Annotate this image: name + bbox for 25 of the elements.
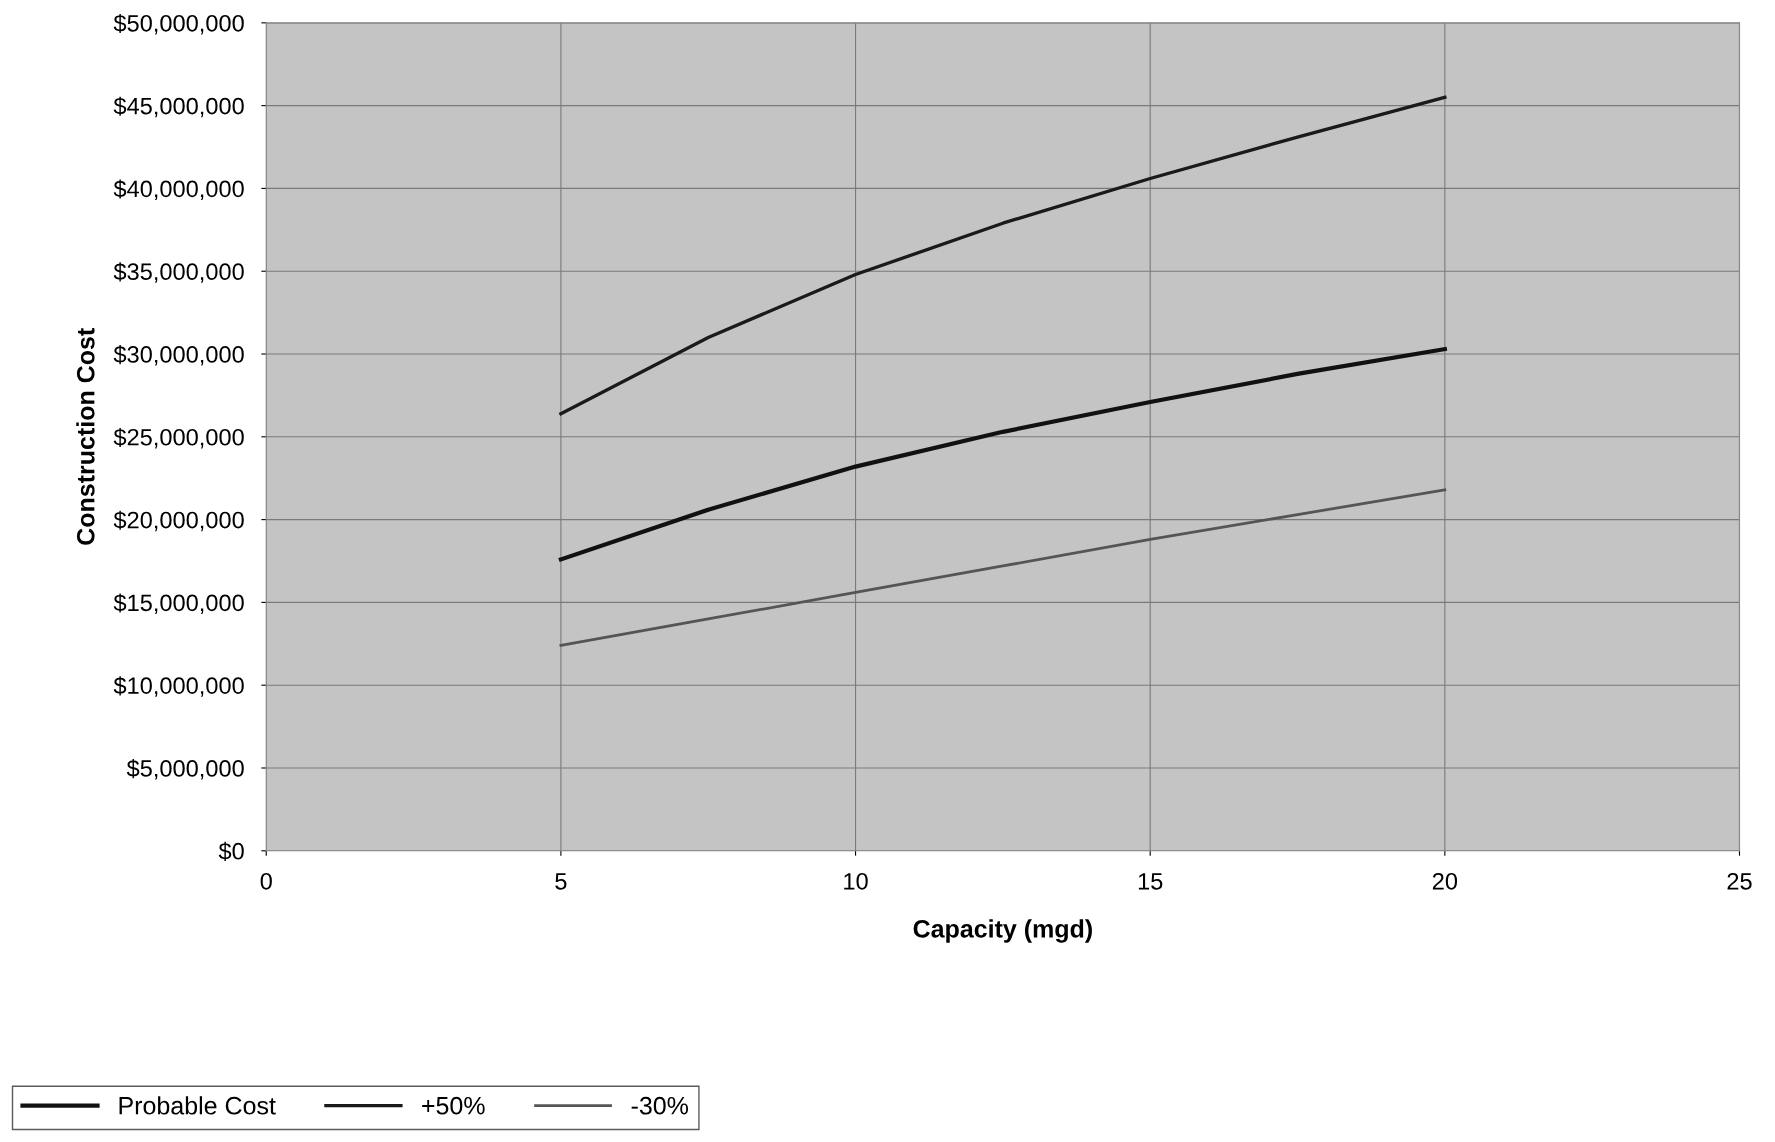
x-tick-label: 10 <box>844 872 868 890</box>
y-tick-label: $35,000,000 <box>113 262 244 283</box>
legend-label: Probable Cost <box>119 1096 276 1115</box>
y-tick-label: $10,000,000 <box>113 676 244 697</box>
y-tick-label: $15,000,000 <box>113 593 244 614</box>
line-series <box>559 95 1447 416</box>
y-tick-label: $25,000,000 <box>113 427 244 449</box>
y-tick-label: $30,000,000 <box>113 345 244 366</box>
line-series <box>559 488 1447 647</box>
y-tick-label: $50,000,000 <box>113 13 244 35</box>
legend-label: -30% <box>631 1096 689 1115</box>
legend-label: +50% <box>422 1096 485 1115</box>
x-tick-label: 15 <box>1138 873 1163 890</box>
x-tick-label: 0 <box>260 872 272 890</box>
y-axis-title: Construction Cost <box>76 328 95 545</box>
x-tick-label: 25 <box>1727 872 1752 890</box>
y-tick-label: $45,000,000 <box>113 96 244 118</box>
y-tick-label: $20,000,000 <box>113 510 244 532</box>
x-tick-label: 20 <box>1432 872 1458 890</box>
x-axis-title: Capacity (mgd) <box>913 919 1092 943</box>
y-tick-label: $5,000,000 <box>126 759 244 780</box>
line-series <box>558 346 1447 562</box>
y-tick-label: $0 <box>218 841 244 861</box>
y-tick-label: $40,000,000 <box>113 179 244 201</box>
x-tick-label: 5 <box>555 873 567 890</box>
